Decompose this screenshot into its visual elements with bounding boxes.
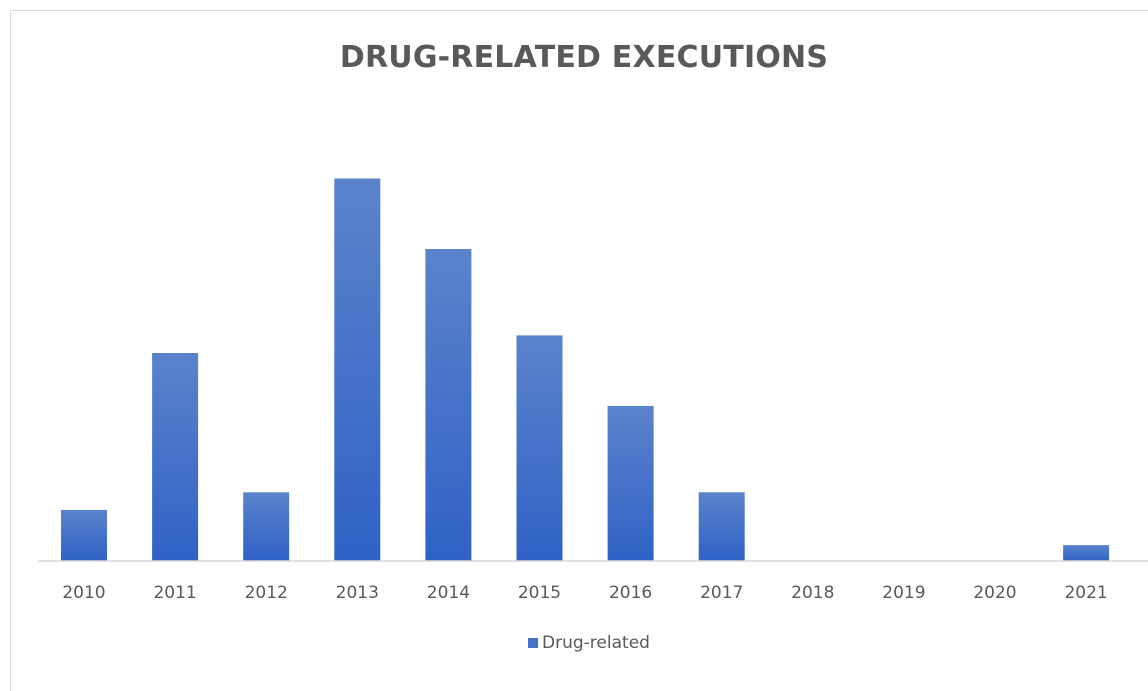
- x-tick-label-2011: 2011: [153, 583, 196, 603]
- bar-2014: [425, 249, 472, 561]
- x-tick-label-2012: 2012: [245, 583, 288, 603]
- chart-frame: [10, 10, 1148, 691]
- legend-swatch: [528, 638, 539, 648]
- x-tick-label-2021: 2021: [1064, 583, 1107, 603]
- bar-2021: [1063, 545, 1110, 561]
- bar-2010: [61, 509, 107, 561]
- x-tick-labels: 2010 2011 2012 2013 2014 2015 2016 2017 2018 2019…: [62, 583, 1107, 603]
- bar-2011: [152, 353, 199, 561]
- x-tick-label-2018: 2018: [791, 583, 834, 603]
- x-tick-label-2019: 2019: [882, 583, 925, 603]
- legend-label: Drug-related: [542, 633, 650, 653]
- chart-plot-area: 2010 2011 2012 2013 2014 2015 2016 2017 2018 2019…: [38, 178, 1148, 603]
- x-tick-label-2015: 2015: [518, 583, 561, 603]
- chart-title: DRUG-RELATED EXECUTIONS: [339, 40, 829, 75]
- legend: Drug-related: [0, 633, 1148, 653]
- x-tick-label-2020: 2020: [973, 583, 1016, 603]
- bar-2016: [607, 405, 654, 561]
- bars-group: [61, 178, 1110, 561]
- bar-2012: [243, 492, 290, 561]
- bar-2017: [698, 492, 745, 561]
- bar-2013: [334, 178, 381, 561]
- x-tick-label-2010: 2010: [62, 583, 105, 603]
- x-tick-label-2013: 2013: [336, 583, 379, 603]
- bar-2015: [516, 335, 563, 561]
- x-tick-label-2014: 2014: [427, 583, 470, 603]
- x-tick-label-2016: 2016: [609, 583, 652, 603]
- x-tick-label-2017: 2017: [700, 583, 743, 603]
